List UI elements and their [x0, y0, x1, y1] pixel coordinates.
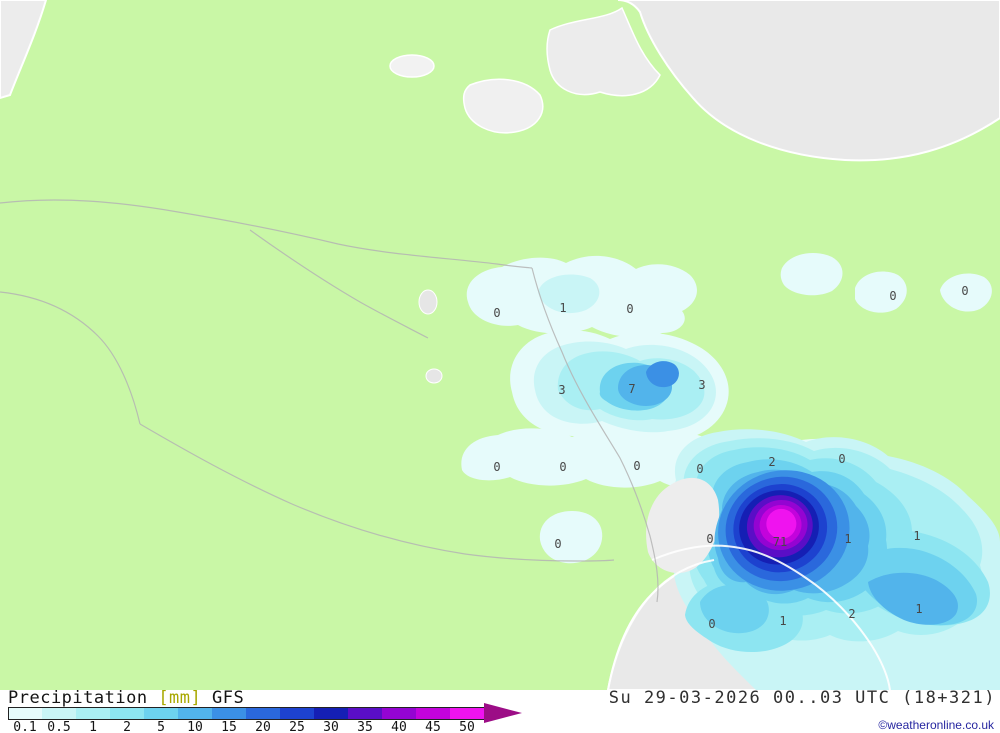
scale-segment: [246, 706, 280, 720]
scale-segment: [76, 706, 110, 720]
scale-segment: [280, 706, 314, 720]
precip-value-label: 0: [493, 460, 501, 474]
precip-value-label: 0: [696, 462, 704, 476]
precip-value-label: 1: [779, 614, 787, 628]
legend-model: GFS: [212, 688, 245, 708]
scale-segment: [212, 706, 246, 720]
precip-value-label: 3: [558, 383, 566, 397]
precip-value-label: 0: [961, 284, 969, 298]
scale-tick-label: 35: [357, 720, 373, 733]
precip-value-label: 1: [915, 602, 923, 616]
precip-value-label: 3: [698, 378, 706, 392]
scale-tick-label: 45: [425, 720, 441, 733]
precip-value-label: 71: [772, 535, 788, 549]
scale-bar: [8, 703, 522, 723]
scale-segment: [382, 706, 416, 720]
precipitation-layers: [461, 252, 1000, 690]
precip-value-label: 0: [554, 537, 562, 551]
precip-value-label: 2: [848, 607, 856, 621]
map-artwork: [0, 0, 1000, 690]
scale-tick-label: 0.1: [13, 720, 37, 733]
scale-segment: [8, 706, 42, 720]
scale-tick-label: 15: [221, 720, 237, 733]
color-scale: 0.1 0.5 1 2 5 10 15 20 25 30 35 40 45 50: [8, 703, 522, 733]
legend-title: Precipitation: [8, 688, 148, 708]
scale-segment: [450, 706, 484, 720]
precip-value-label: 0: [838, 452, 846, 466]
copyright-link[interactable]: ©weatheronline.co.uk: [878, 718, 994, 732]
scale-tick-label: 2: [123, 720, 131, 733]
scale-tick-label: 1: [89, 720, 97, 733]
precip-value-label: 2: [768, 455, 776, 469]
precip-value-label: 0: [708, 617, 716, 631]
scale-segment: [144, 706, 178, 720]
scale-segment: [348, 706, 382, 720]
scale-tick-label: 40: [391, 720, 407, 733]
legend-datetime: Su 29-03-2026 00..03 UTC (18+321): [608, 688, 996, 708]
scale-segment: [178, 706, 212, 720]
precip-value-label: 1: [559, 301, 567, 315]
precip-value-label: 1: [844, 532, 852, 546]
precipitation-map: 0 1 0 0 0 3 7 3 0 0 0 0 2 0 0 0 71 1 1 0 1 2 1: [0, 0, 1000, 690]
scale-segment: [314, 706, 348, 720]
scale-tick-label: 30: [323, 720, 339, 733]
precip-value-label: 0: [559, 460, 567, 474]
scale-tick-label: 10: [187, 720, 203, 733]
precip-value-label: 0: [493, 306, 501, 320]
legend-title-group: Precipitation [mm] GFS: [8, 688, 244, 708]
scale-tick-label: 5: [157, 720, 165, 733]
precip-value-label: 0: [626, 302, 634, 316]
scale-labels: 0.1 0.5 1 2 5 10 15 20 25 30 35 40 45 50: [8, 720, 522, 733]
precip-value-label: 1: [913, 529, 921, 543]
scale-tick-label: 0.5: [47, 720, 71, 733]
scale-segment: [416, 706, 450, 720]
scale-tick-label: 50: [459, 720, 475, 733]
precip-value-label: 7: [628, 382, 636, 396]
coastlines: [607, 544, 891, 690]
scale-arrow: [484, 703, 522, 723]
precip-value-label: 0: [633, 459, 641, 473]
scale-tick-label: 25: [289, 720, 305, 733]
scale-segment: [110, 706, 144, 720]
legend-unit: [mm]: [158, 688, 202, 708]
scale-tick-label: 20: [255, 720, 271, 733]
legend-bar: Precipitation [mm] GFS Su 29-03-2026 00.…: [0, 688, 1000, 733]
country-borders: [0, 199, 659, 603]
precip-value-label: 0: [706, 532, 714, 546]
scale-segment: [42, 706, 76, 720]
precip-value-label: 0: [889, 289, 897, 303]
